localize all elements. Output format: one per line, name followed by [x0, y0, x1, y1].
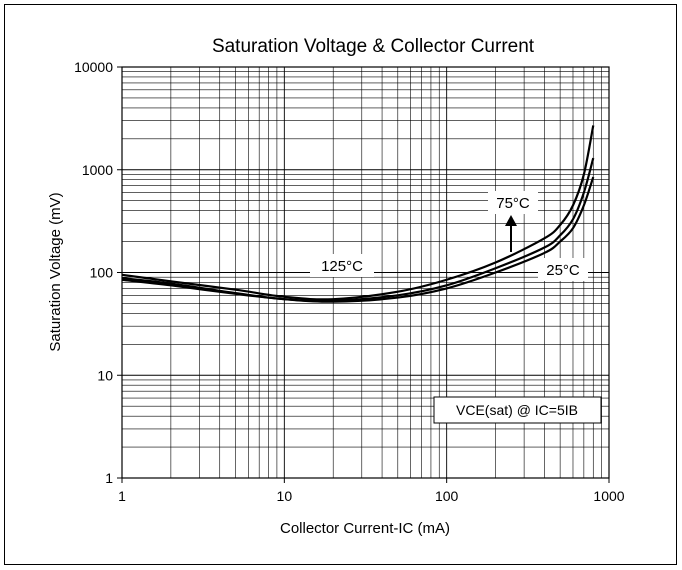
x-tick-labels: 1 10 100 1000	[118, 488, 625, 504]
label-125c-background	[310, 254, 374, 277]
condition-label: VCE(sat) @ IC=5IB	[456, 402, 578, 418]
label-125c: 125°C	[321, 258, 363, 275]
label-75c-background	[488, 191, 538, 214]
series-line-25c	[121, 176, 595, 303]
x-axis-label: Collector Current-IC (mA)	[280, 520, 450, 537]
y-tick-labels: 1 10 100 1000 10000	[74, 59, 113, 486]
label-25c: 25°C	[546, 262, 580, 279]
series-line-125c	[121, 125, 595, 301]
y-tick-label: 10	[97, 367, 113, 383]
annotations: 125°C 75°C 25°C VCE(sat) @ IC=5IB	[310, 191, 602, 424]
chart-frame	[4, 4, 677, 565]
y-tick-label: 1000	[82, 162, 113, 178]
label-25c-background	[538, 258, 588, 281]
x-tick-label: 10	[277, 488, 293, 504]
series-lines	[121, 125, 595, 303]
condition-box	[433, 396, 602, 424]
arrow-75c-head	[505, 215, 517, 226]
x-tick-label: 1000	[593, 488, 624, 504]
y-tick-label: 10000	[74, 59, 113, 75]
y-axis-label: Saturation Voltage (mV)	[47, 192, 64, 351]
x-tick-label: 100	[435, 488, 459, 504]
x-tick-label: 1	[118, 488, 126, 504]
plot-area-border	[121, 66, 610, 479]
y-tick-label: 1	[105, 470, 113, 486]
chart-title: Saturation Voltage & Collector Current	[212, 36, 535, 57]
label-75c: 75°C	[496, 195, 530, 212]
y-tick-label: 100	[90, 265, 114, 281]
